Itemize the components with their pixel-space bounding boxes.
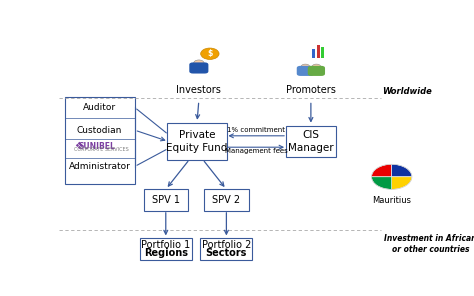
- Circle shape: [201, 48, 219, 59]
- Text: SUNIBEL: SUNIBEL: [79, 141, 116, 151]
- Wedge shape: [392, 164, 412, 177]
- Bar: [317, 45, 319, 58]
- Text: Regions: Regions: [144, 248, 188, 258]
- Circle shape: [301, 64, 310, 70]
- Text: Worldwide: Worldwide: [383, 87, 432, 96]
- FancyBboxPatch shape: [65, 97, 135, 184]
- Text: ❖: ❖: [74, 141, 82, 151]
- Wedge shape: [372, 177, 392, 189]
- Bar: [321, 47, 324, 58]
- FancyBboxPatch shape: [286, 126, 336, 157]
- FancyBboxPatch shape: [140, 238, 191, 260]
- Text: Investors: Investors: [176, 85, 221, 94]
- FancyBboxPatch shape: [308, 66, 325, 76]
- Text: Administrator: Administrator: [69, 162, 131, 171]
- FancyBboxPatch shape: [144, 189, 188, 210]
- Wedge shape: [392, 177, 412, 189]
- Text: Auditor: Auditor: [83, 103, 116, 112]
- Wedge shape: [372, 164, 392, 177]
- FancyBboxPatch shape: [167, 123, 227, 160]
- Text: SPV 1: SPV 1: [152, 195, 180, 205]
- Text: Investment in African
or other countries: Investment in African or other countries: [384, 234, 474, 254]
- FancyBboxPatch shape: [297, 66, 314, 76]
- Text: $: $: [207, 49, 212, 58]
- Text: Promoters: Promoters: [286, 85, 336, 94]
- Text: 1% commitment: 1% commitment: [227, 127, 285, 133]
- Circle shape: [312, 64, 321, 70]
- Text: Private
Equity Fund: Private Equity Fund: [166, 130, 228, 153]
- Text: Custodian: Custodian: [77, 126, 122, 135]
- Text: Mauritius: Mauritius: [372, 196, 411, 205]
- Bar: [312, 49, 315, 58]
- Text: CORPORATE SERVICES: CORPORATE SERVICES: [74, 147, 129, 152]
- Text: CIS
Manager: CIS Manager: [288, 130, 334, 153]
- Text: Portfolio 1: Portfolio 1: [141, 239, 191, 250]
- Circle shape: [193, 60, 204, 67]
- Text: Portfolio 2: Portfolio 2: [202, 239, 251, 250]
- FancyBboxPatch shape: [201, 238, 252, 260]
- Text: SPV 2: SPV 2: [212, 195, 240, 205]
- FancyBboxPatch shape: [204, 189, 249, 210]
- Text: Management fees: Management fees: [225, 148, 288, 154]
- FancyBboxPatch shape: [189, 62, 209, 73]
- Text: Sectors: Sectors: [206, 248, 247, 258]
